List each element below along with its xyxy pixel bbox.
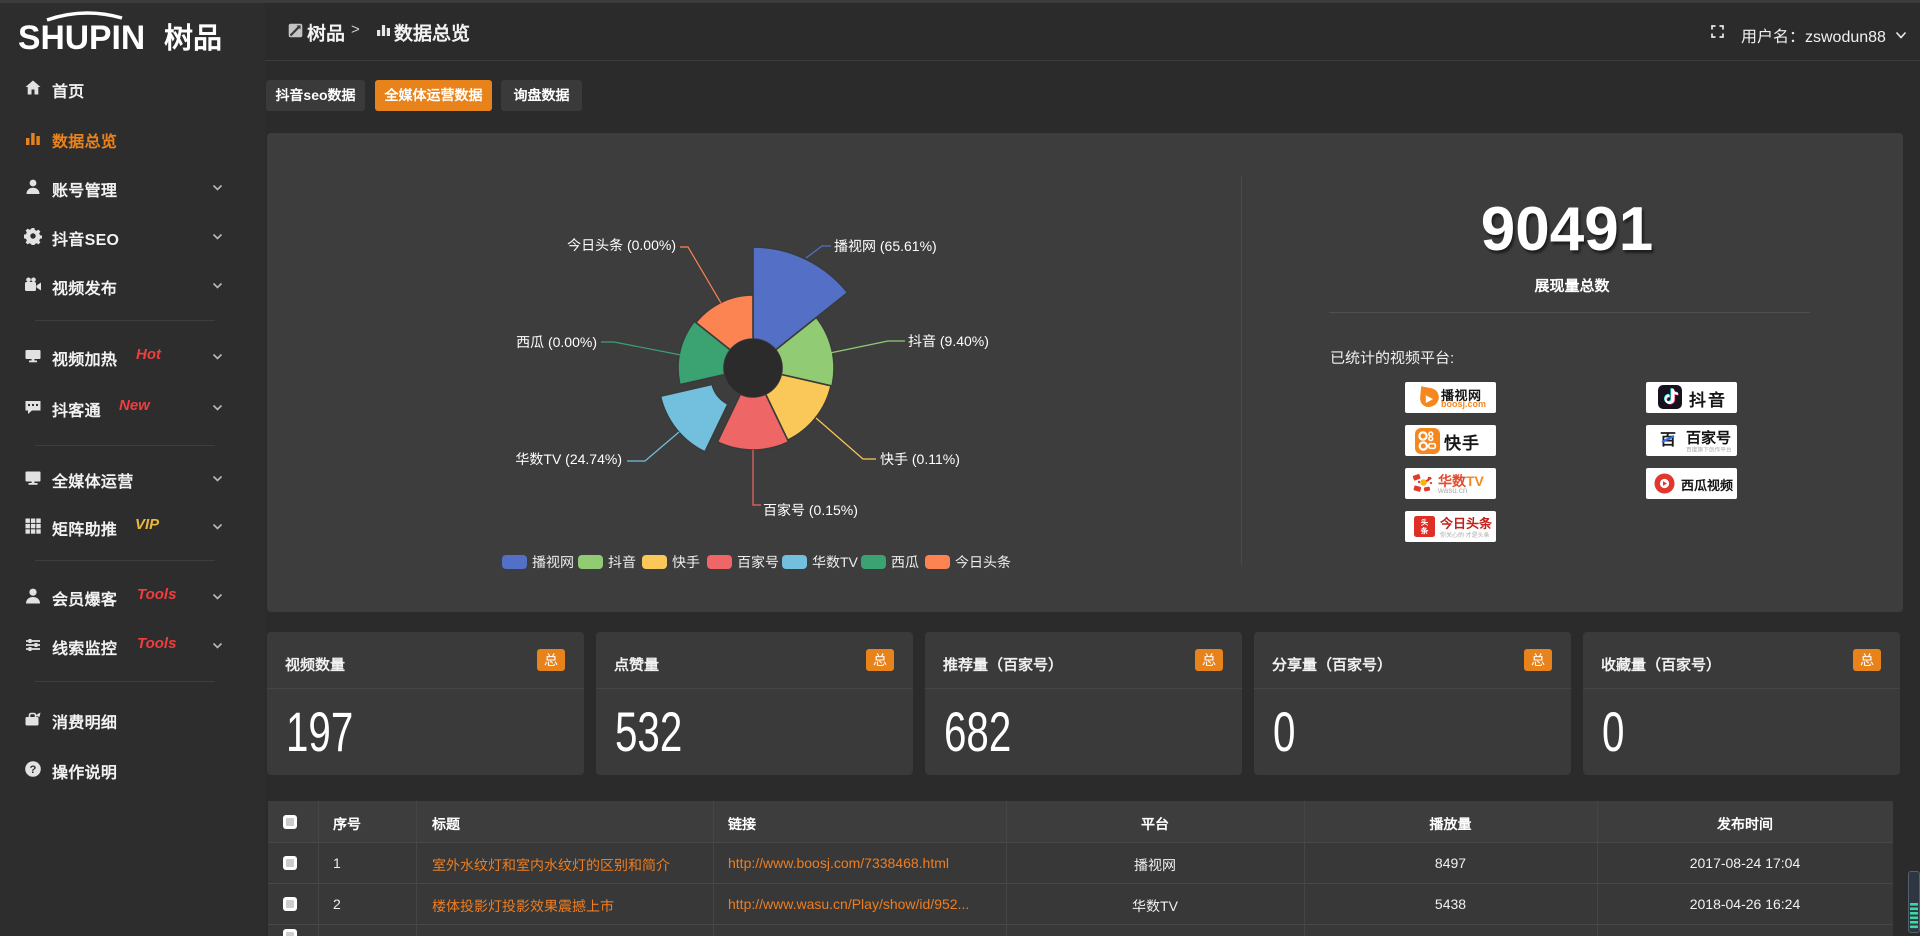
svg-text:百家号: 百家号	[737, 554, 779, 570]
svg-text:抖音: 抖音	[608, 554, 636, 570]
svg-text:快手 (0.11%): 快手 (0.11%)	[880, 451, 960, 467]
svg-text:播视网: 播视网	[532, 554, 574, 570]
svg-text:快手: 快手	[672, 554, 700, 570]
svg-text:抖音 (9.40%): 抖音 (9.40%)	[908, 333, 989, 349]
svg-text:播视网 (65.61%): 播视网 (65.61%)	[834, 238, 937, 254]
svg-text:条: 条	[1420, 526, 1429, 537]
svg-text:?: ?	[30, 764, 37, 776]
svg-text:百家号 (0.15%): 百家号 (0.15%)	[763, 502, 858, 518]
svg-text:西瓜: 西瓜	[891, 554, 919, 570]
svg-text:华数TV: 华数TV	[812, 554, 859, 570]
svg-text:华数TV (24.74%): 华数TV (24.74%)	[515, 451, 622, 467]
svg-text:今日头条 (0.00%): 今日头条 (0.00%)	[567, 237, 676, 253]
svg-text:SHUPIN: SHUPIN	[18, 19, 145, 54]
svg-text:树品: 树品	[164, 15, 222, 54]
svg-text:头: 头	[1421, 517, 1429, 528]
svg-text:今日头条: 今日头条	[955, 554, 1011, 570]
svg-text:西瓜 (0.00%): 西瓜 (0.00%)	[516, 334, 597, 350]
